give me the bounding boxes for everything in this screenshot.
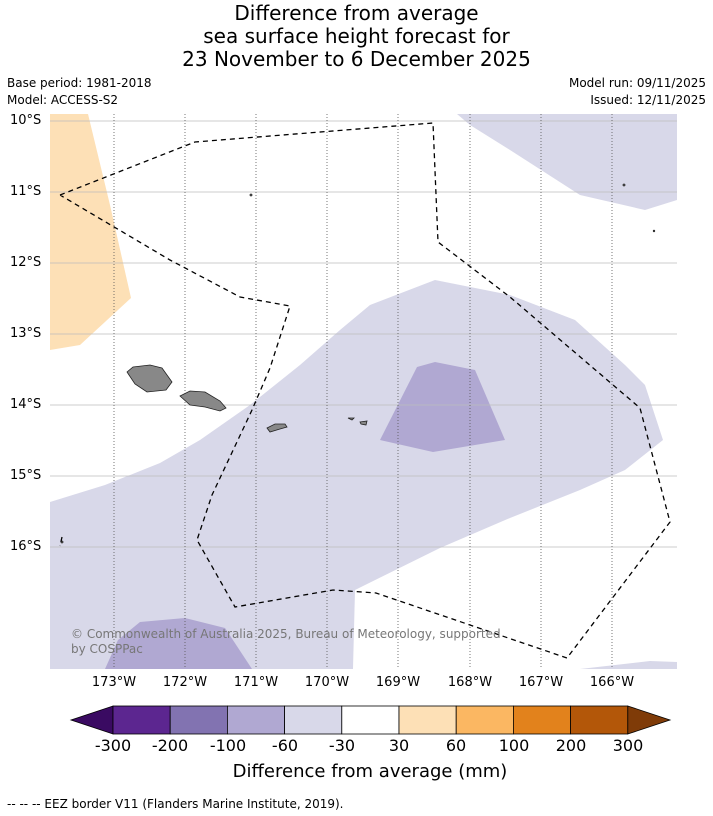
legend-tick-minus-60: -60 [271,736,299,755]
eez-note: -- -- -- EEZ border V11 (Flanders Marine… [7,797,344,811]
region-northeast-negative [457,114,677,210]
copyright-line-1: © Commonwealth of Australia 2025, Bureau… [71,627,501,641]
lon-label-167w: 167°W [518,675,564,690]
title-line-3: 23 November to 6 December 2025 [182,47,531,71]
legend-swatch-7 [513,705,572,735]
base-period: Base period: 1981-2018 [7,76,152,90]
lat-label-12s: 12°S [10,255,42,270]
legend-under-arrow [69,705,114,735]
island-ne-2 [652,229,656,233]
title-line-1: Difference from average [234,1,479,25]
legend-tick-200: 200 [555,736,587,755]
legend-swatch-5 [398,705,457,735]
model-run: Model run: 09/11/2025 [568,76,706,90]
legend-tick-300: 300 [612,736,644,755]
lat-label-11s: 11°S [10,184,42,199]
legend-swatch-6 [455,705,514,735]
eez-border-sw [59,536,63,547]
region-central-negative-band [50,280,663,669]
legend-tick-100: 100 [498,736,530,755]
island-tau [359,420,368,426]
lat-label-13s: 13°S [10,326,42,341]
lon-label-168w: 168°W [447,675,493,690]
legend-tick-30: 30 [388,736,410,755]
lat-label-14s: 14°S [10,397,42,412]
title-line-2: sea surface height forecast for [203,24,510,48]
legend-tick-60: 60 [445,736,467,755]
legend-swatch-3 [284,705,343,735]
islands [60,183,656,544]
lat-label-16s: 16°S [10,539,42,554]
island-ne-1 [622,183,626,187]
island-north [249,193,253,197]
legend-swatch-2 [226,705,285,735]
eez-border [59,122,671,659]
lon-label-166w: 166°W [589,675,635,690]
legend-label: Difference from average (mm) [232,761,508,782]
legend-tick-minus-30: -30 [328,736,356,755]
island-ofu [347,417,355,421]
legend-swatch-1 [169,705,228,735]
legend-colorbar [69,705,672,735]
lon-label-171w: 171°W [233,675,279,690]
island-upolu [179,390,227,412]
lon-label-173w: 173°W [91,675,137,690]
lon-label-169w: 169°W [375,675,421,690]
longitude-gridlines [113,114,613,669]
legend-tick-minus-300: -300 [94,736,132,755]
region-southwest-negative-core [105,618,252,669]
legend-tick-minus-100: -100 [209,736,247,755]
legend-swatch-0 [112,705,171,735]
region-tonga-positive [50,114,131,350]
legend-swatch-8 [570,705,629,735]
copyright-line-2: by COSPPac [71,642,143,656]
latitude-gridlines [50,120,677,548]
lon-label-170w: 170°W [304,675,350,690]
model-name: Model: ACCESS-S2 [7,93,119,107]
region-southeast-negative [580,661,677,669]
legend-swatch-4 [341,705,400,735]
region-east-negative-core [380,362,505,452]
lat-label-10s: 10°S [10,113,42,128]
island-savaii [126,364,173,393]
lon-label-172w: 172°W [162,675,208,690]
lat-label-15s: 15°S [10,468,42,483]
legend-tick-minus-200: -200 [151,736,189,755]
island-tutuila [266,423,288,433]
issued-date: Issued: 12/11/2025 [590,93,706,107]
legend-over-arrow [627,705,672,735]
eez-border-western [59,122,671,659]
